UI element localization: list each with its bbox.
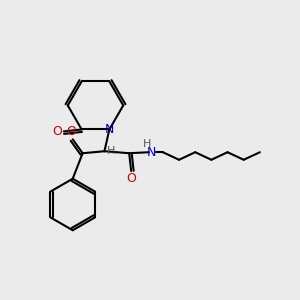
Text: H: H [143,139,151,149]
Text: O: O [66,125,76,138]
Text: N: N [105,123,114,136]
Text: O: O [126,172,136,185]
Text: H: H [107,146,116,156]
Text: N: N [146,146,156,159]
Text: O: O [52,125,62,138]
